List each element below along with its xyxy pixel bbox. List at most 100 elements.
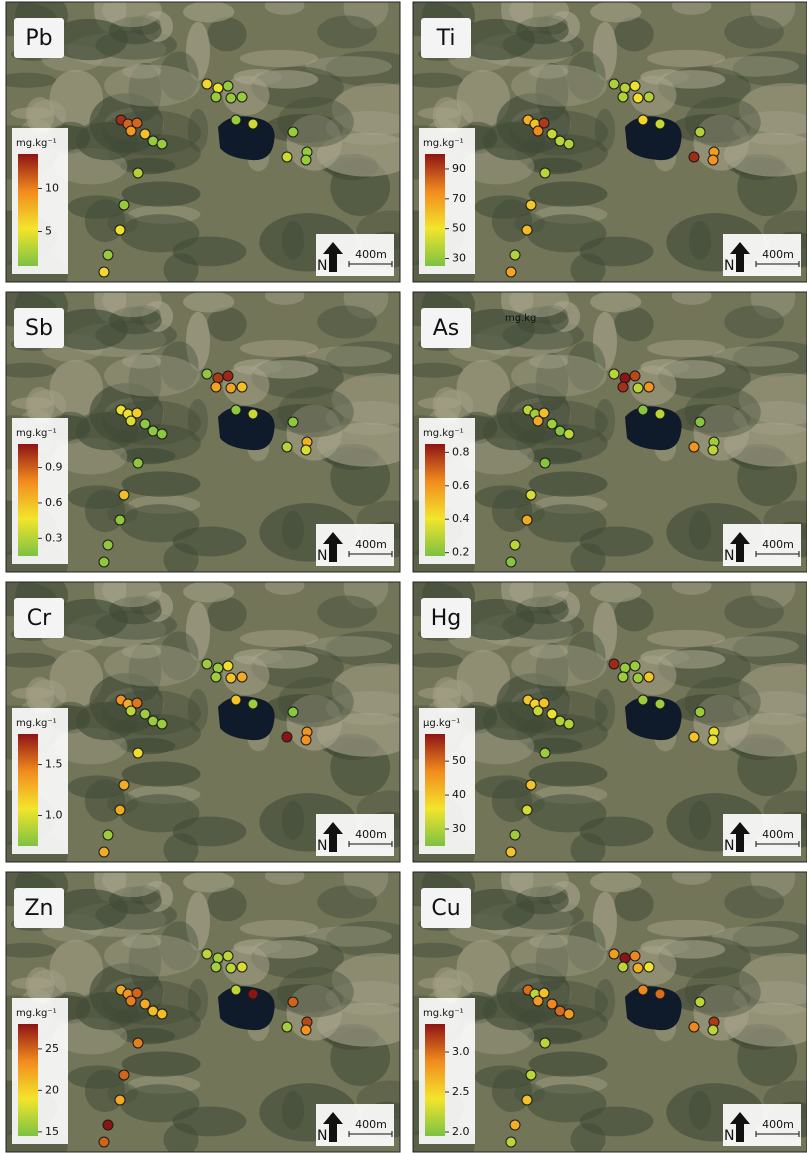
sample-point (131, 987, 143, 999)
sample-point (156, 428, 168, 440)
sample-point (247, 988, 259, 1000)
sample-point (281, 151, 293, 163)
unit-label: mg.kg⁻¹ (423, 1008, 464, 1019)
scale-label: 400m (355, 248, 387, 261)
element-label: Hg (431, 606, 462, 631)
terrain-patch (482, 991, 546, 1031)
sample-point (643, 381, 655, 393)
terrain-patch (590, 2, 642, 23)
sample-point (521, 514, 533, 526)
sample-point (125, 705, 137, 717)
unit-label: mg.kg⁻¹ (16, 718, 57, 729)
terrain-patch (528, 1051, 608, 1077)
sample-point (222, 370, 234, 382)
terrain-patch (482, 121, 546, 161)
terrain-patch (594, 108, 616, 152)
panel-border (412, 291, 807, 573)
sample-point (287, 416, 299, 428)
terrain-patch (207, 17, 247, 52)
terrain-patch (684, 966, 761, 1018)
terrain-patch (6, 942, 57, 958)
sample-point (688, 151, 700, 163)
sample-point (287, 126, 299, 138)
terrain-patch (317, 15, 377, 49)
terrain-patch (724, 885, 784, 919)
sample-point (156, 1008, 168, 1020)
sample-point (98, 846, 110, 858)
stray-label: mg.kg (505, 313, 536, 324)
sample-point (118, 199, 130, 211)
sample-point (132, 167, 144, 179)
terrain-patch (592, 891, 617, 951)
panel-border (5, 1, 401, 283)
terrain-patch (732, 980, 807, 1016)
unit-label: mg.kg⁻¹ (423, 428, 464, 439)
terrain-patch (187, 688, 209, 732)
terrain-patch (121, 64, 162, 79)
map-panel: Cr mg.kg⁻¹ 1.0 1.5 N 400m (6, 582, 400, 862)
sample-point (139, 418, 151, 430)
terrain-patch (207, 597, 247, 632)
colorbar (425, 1024, 445, 1136)
sample-point (637, 114, 649, 126)
sample-point (132, 747, 144, 759)
sample-point (147, 715, 159, 727)
sample-point (281, 1021, 293, 1033)
map-panel: Zn mg.kg⁻¹ 15 20 25 N 400m (6, 872, 400, 1152)
terrain-patch (325, 980, 400, 1016)
terrain-patch (317, 595, 377, 629)
sample-point (546, 708, 558, 720)
terrain-patch (121, 761, 201, 787)
terrain-patch (594, 398, 616, 442)
scale-bar (755, 1131, 800, 1137)
sample-point (505, 1136, 517, 1148)
north-label: N (317, 1128, 327, 1144)
terrain-patch (579, 526, 654, 557)
sample-point (201, 658, 213, 670)
sample-point (132, 1037, 144, 1049)
terrain-patch (28, 969, 67, 1002)
terrain-patch (6, 652, 57, 668)
north-label: N (317, 258, 327, 274)
terrain-patch (509, 872, 569, 898)
terrain-patch (688, 800, 712, 840)
sample-point (156, 138, 168, 150)
sample-point (98, 556, 110, 568)
terrain-patch (646, 919, 726, 937)
terrain-patch (474, 1065, 534, 1089)
element-box (421, 18, 471, 58)
terrain-patch (435, 99, 474, 132)
terrain-patch (25, 96, 55, 133)
terrain-patch (343, 2, 389, 29)
terrain-patch (590, 292, 642, 313)
terrain-patch (750, 2, 796, 29)
sample-point (688, 731, 700, 743)
sample-point (230, 694, 242, 706)
terrain-patch (49, 888, 128, 931)
terrain-patch (712, 926, 799, 947)
sample-point (300, 734, 312, 746)
colorbar-tick-label: 0.2 (452, 546, 470, 559)
sample-point (118, 489, 130, 501)
terrain-patch (104, 644, 200, 687)
north-arrow (323, 242, 343, 272)
sample-point (139, 128, 151, 140)
terrain-patch (183, 582, 235, 603)
sample-point (608, 78, 620, 90)
sample-point (147, 135, 159, 147)
terrain-patch (671, 2, 712, 15)
terrain-patch (566, 631, 606, 681)
terrain-patch (187, 978, 209, 1022)
sample-point (125, 995, 137, 1007)
lake (625, 986, 682, 1031)
terrain-patch (159, 51, 199, 101)
terrain-patch (239, 339, 319, 357)
scale-bar (755, 841, 800, 847)
sample-point (643, 671, 655, 683)
terrain-patch (693, 984, 750, 1041)
sample-point (563, 138, 575, 150)
scale-bar (755, 261, 800, 267)
terrain-patch (528, 761, 608, 787)
sample-point (554, 1005, 566, 1017)
terrain-patch (264, 292, 305, 305)
